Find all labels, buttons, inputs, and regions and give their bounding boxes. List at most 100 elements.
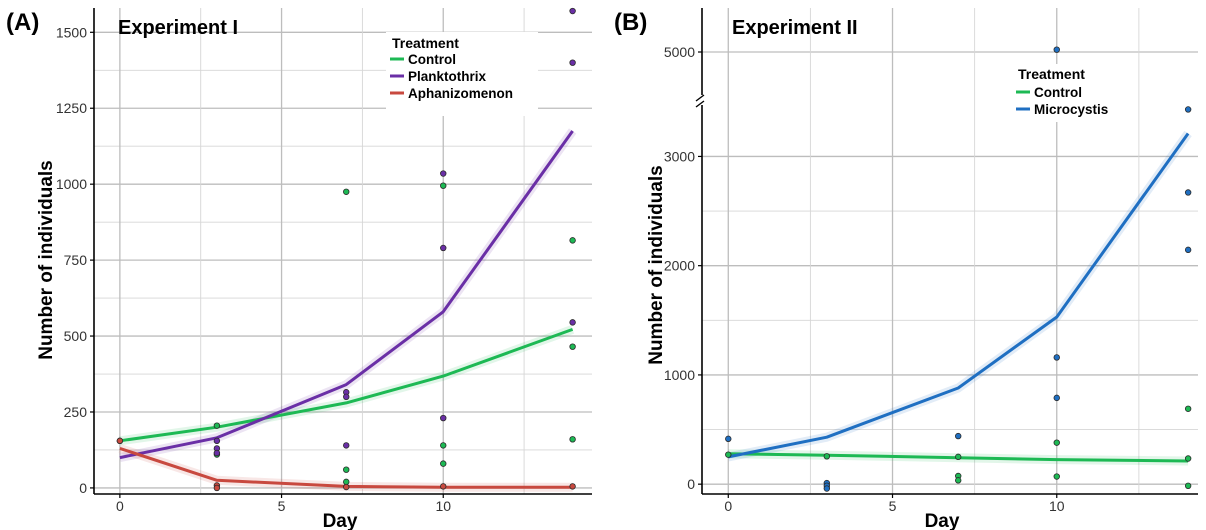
- legend-label-aphanizomenon: Aphanizomenon: [408, 86, 513, 101]
- panel-b-title: Experiment II: [732, 17, 858, 39]
- data-point-aphanizomenon: [116, 437, 124, 445]
- panel-b-legend-box: [1012, 64, 1124, 122]
- panel-b-lines: [728, 132, 1190, 463]
- panel-a-points: [116, 7, 576, 492]
- data-point-control: [569, 343, 576, 350]
- panel-b-ribbons: [727, 130, 1192, 466]
- panel-a: 0 250 500 750 1000 1250 1500 0 5 10 (A) Experimen…: [6, 7, 592, 530]
- y-tick-label: 500: [64, 328, 88, 344]
- data-point-microcystis: [1184, 189, 1192, 196]
- x-tick-label: 10: [435, 498, 451, 514]
- data-point-control: [955, 453, 962, 461]
- data-point-planktothrix: [440, 414, 447, 422]
- x-tick-label: 10: [1049, 498, 1065, 514]
- data-point-planktothrix: [343, 442, 350, 449]
- legend-label-microcystis: Microcystis: [1034, 102, 1108, 117]
- data-point-planktothrix: [343, 393, 350, 400]
- data-point-microcystis: [1053, 394, 1060, 402]
- panel-b-legend-items: Control Microcystis: [1016, 85, 1108, 117]
- data-point-control: [1184, 455, 1192, 462]
- data-point-control: [569, 436, 576, 443]
- data-point-control: [440, 442, 447, 449]
- x-tick-label: 0: [116, 498, 124, 514]
- data-point-control: [440, 460, 447, 467]
- series-line-control: [119, 327, 574, 443]
- y-tick-label: 1250: [56, 100, 87, 116]
- data-point-aphanizomenon: [343, 483, 350, 491]
- panel-b-legend-title: Treatment: [1018, 66, 1085, 82]
- panel-a-legend-items: Control Planktothrix Aphanizomenon: [390, 52, 513, 101]
- axis-break-mark: [695, 94, 705, 102]
- panel-b-legend: Treatment Control Microcystis: [1012, 64, 1124, 122]
- data-point-microcystis: [1184, 106, 1192, 113]
- panel-a-tick-labels: 0 250 500 750 1000 1250 1500 0 5 10: [56, 24, 451, 514]
- panel-a-legend-title: Treatment: [392, 35, 459, 51]
- y-tick-label: 5000: [664, 44, 695, 60]
- series-ribbon-microcystis: [727, 130, 1192, 462]
- panel-b-ylabel: Number of individuals: [646, 165, 667, 365]
- panel-a-title: Experiment I: [118, 17, 238, 39]
- data-point-microcystis: [725, 435, 732, 443]
- data-point-planktothrix: [440, 244, 447, 252]
- panel-b-points: [725, 46, 1192, 492]
- y-tick-label: 1000: [664, 367, 695, 383]
- data-point-control: [1184, 405, 1192, 412]
- y-tick-label: 3000: [664, 148, 695, 164]
- series-ribbon-planktothrix: [119, 128, 577, 463]
- data-point-microcystis: [1184, 246, 1192, 254]
- panel-a-legend-box: [386, 32, 538, 116]
- panel-b-tick-labels: 0 1000 2000 3000 5000 0 5 10: [664, 44, 1065, 514]
- panel-a-axes: [90, 8, 592, 498]
- data-point-planktothrix: [213, 437, 221, 445]
- legend-label-planktothrix: Planktothrix: [408, 69, 487, 84]
- data-point-planktothrix: [569, 7, 576, 15]
- data-point-control: [955, 477, 962, 484]
- data-point-aphanizomenon: [440, 483, 447, 490]
- data-point-aphanizomenon: [213, 484, 221, 492]
- data-point-control: [823, 453, 831, 460]
- y-tick-label: 250: [64, 404, 88, 420]
- panel-b-label: (B): [614, 9, 647, 36]
- panel-b-xlabel: Day: [925, 511, 960, 530]
- data-point-planktothrix: [213, 449, 221, 457]
- data-point-planktothrix: [569, 59, 576, 66]
- legend-label-control: Control: [408, 52, 456, 67]
- legend-label-control: Control: [1034, 85, 1082, 100]
- series-line-planktothrix: [119, 130, 574, 460]
- data-point-control: [343, 478, 350, 486]
- data-point-microcystis: [823, 485, 831, 492]
- y-tick-label: 1500: [56, 24, 87, 40]
- panel-a-ylabel: Number of individuals: [36, 160, 57, 360]
- y-tick-label: 750: [64, 252, 88, 268]
- y-tick-label: 0: [79, 480, 87, 496]
- series-line-microcystis: [728, 132, 1190, 459]
- axis-break-mark: [695, 100, 705, 108]
- data-point-planktothrix: [569, 319, 576, 326]
- data-point-planktothrix: [440, 170, 447, 177]
- y-tick-label: 0: [687, 476, 695, 492]
- data-point-control: [1053, 473, 1060, 480]
- panel-a-label: (A): [6, 9, 39, 36]
- data-point-control: [1053, 439, 1060, 446]
- data-point-control: [725, 451, 732, 458]
- data-point-control: [1184, 482, 1192, 490]
- panel-b-axes: [695, 8, 1198, 498]
- y-tick-label: 2000: [664, 258, 695, 274]
- data-point-microcystis: [955, 432, 962, 440]
- x-tick-label: 0: [724, 498, 732, 514]
- data-point-control: [569, 237, 576, 244]
- data-point-control: [343, 188, 350, 195]
- y-tick-label: 1000: [56, 176, 87, 192]
- data-point-control: [343, 466, 350, 473]
- data-point-aphanizomenon: [569, 483, 576, 490]
- x-tick-label: 5: [889, 498, 897, 514]
- x-tick-label: 5: [278, 498, 286, 514]
- data-point-control: [440, 182, 447, 189]
- panel-a-xlabel: Day: [323, 511, 358, 530]
- data-point-microcystis: [1053, 46, 1060, 53]
- data-point-microcystis: [1053, 354, 1060, 361]
- panel-a-legend: Treatment Control Planktothrix Aphanizomen…: [386, 32, 538, 116]
- data-point-control: [213, 422, 221, 429]
